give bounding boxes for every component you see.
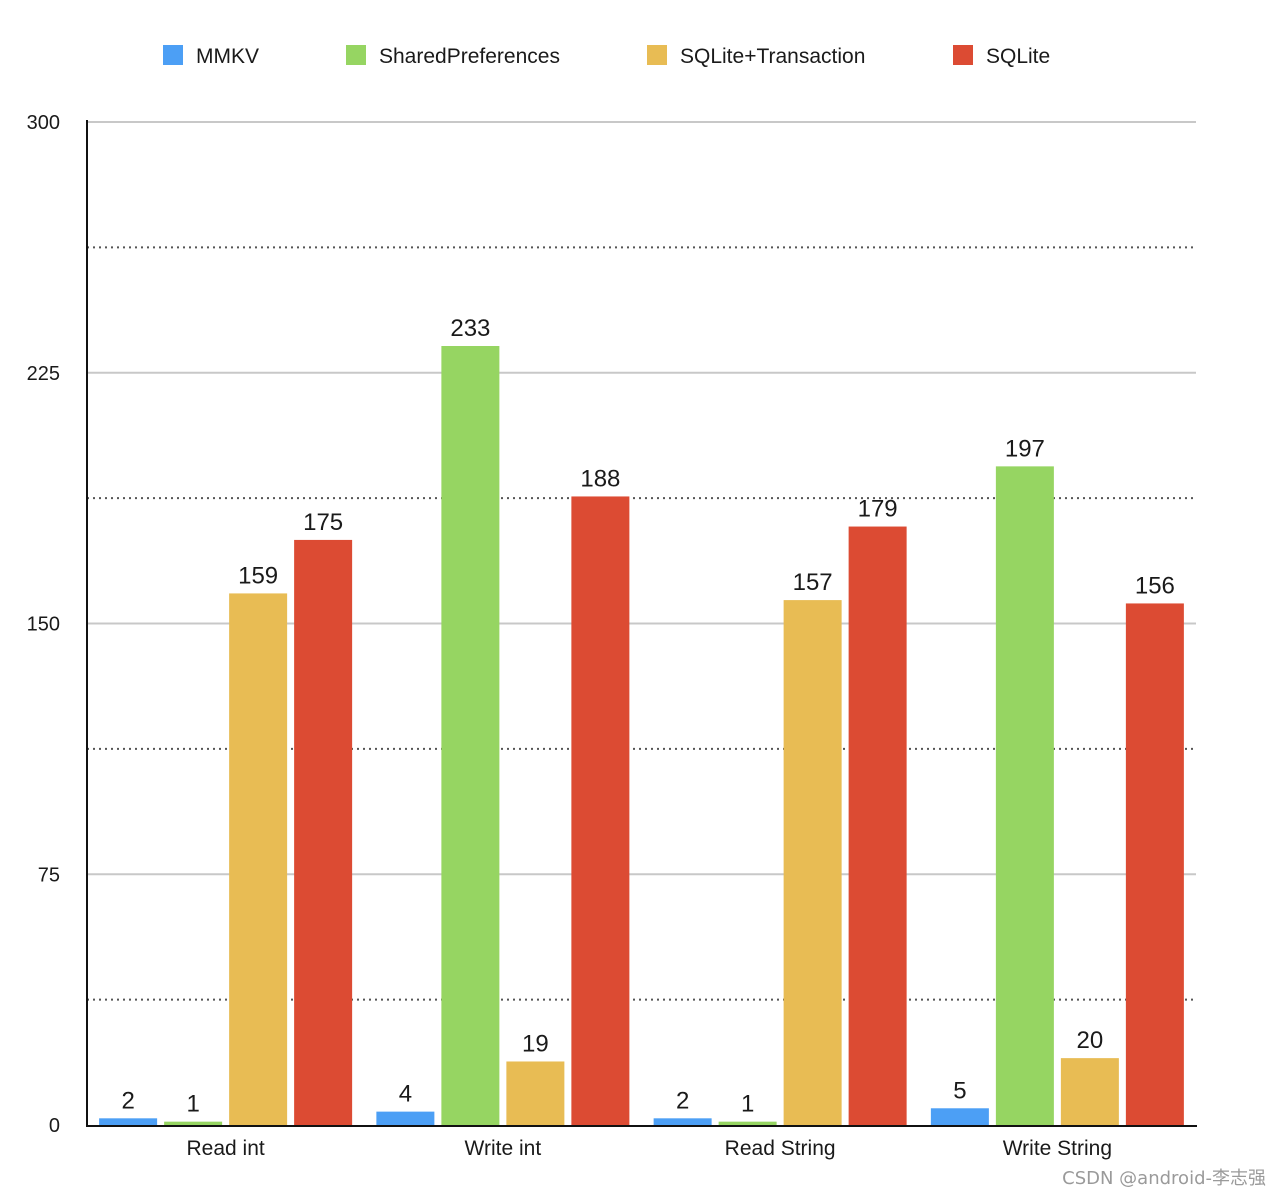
data-label: 20 — [1077, 1027, 1104, 1054]
legend-swatch — [647, 45, 667, 65]
category-labels: Read int Write int Read String Write String — [187, 1137, 1113, 1160]
y-tick-label: 0 — [49, 1115, 60, 1137]
axes — [86, 120, 1197, 1127]
bar — [164, 1121, 223, 1125]
data-label: 156 — [1135, 572, 1175, 599]
data-label: 2 — [121, 1087, 134, 1114]
data-label: 159 — [238, 562, 278, 589]
data-labels: 2 1 159 175 4 233 19 188 2 1 157 179 5 197 20 156 — [121, 315, 1174, 1118]
data-label: 179 — [858, 496, 898, 523]
bar — [783, 600, 842, 1125]
category-label: Read int — [187, 1137, 265, 1160]
bar — [653, 1118, 712, 1125]
bar — [848, 526, 907, 1125]
bar — [229, 593, 288, 1125]
legend: MMKV SharedPreferences SQLite+Transaction S… — [163, 45, 1050, 68]
legend-swatch — [953, 45, 973, 65]
bar — [441, 346, 500, 1126]
legend-swatch — [346, 45, 366, 65]
data-label: 197 — [1005, 435, 1045, 462]
category-label: Write int — [465, 1137, 542, 1160]
bar — [506, 1061, 565, 1125]
data-label: 1 — [186, 1091, 199, 1118]
legend-label: SQLite — [986, 45, 1050, 68]
legend-swatch — [163, 45, 183, 65]
bar — [718, 1121, 777, 1125]
bar — [294, 539, 353, 1125]
data-label: 1 — [741, 1091, 754, 1118]
bar — [571, 496, 630, 1125]
bars — [99, 346, 1184, 1126]
data-label: 175 — [303, 509, 343, 536]
bar — [995, 466, 1054, 1125]
data-label: 5 — [953, 1077, 966, 1104]
bar — [99, 1118, 158, 1125]
legend-label: MMKV — [196, 45, 259, 68]
data-label: 19 — [522, 1030, 549, 1057]
bar — [1125, 603, 1184, 1125]
y-tick-label: 75 — [38, 864, 60, 886]
bar — [376, 1111, 435, 1125]
legend-label: SQLite+Transaction — [680, 45, 865, 68]
data-label: 157 — [793, 569, 833, 596]
y-tick-label: 225 — [27, 363, 60, 385]
y-axis-ticks: 0 75 150 225 300 — [27, 112, 60, 1137]
category-label: Write String — [1003, 1137, 1112, 1160]
legend-label: SharedPreferences — [379, 45, 560, 68]
bar — [1060, 1058, 1119, 1125]
y-tick-label: 300 — [27, 112, 60, 134]
bar — [930, 1108, 989, 1125]
data-label: 233 — [450, 315, 490, 342]
category-label: Read String — [725, 1137, 836, 1160]
watermark: CSDN @android-李志强 — [1062, 1168, 1266, 1189]
data-label: 188 — [580, 465, 620, 492]
data-label: 4 — [399, 1081, 412, 1108]
y-tick-label: 150 — [27, 614, 60, 636]
data-label: 2 — [676, 1087, 689, 1114]
